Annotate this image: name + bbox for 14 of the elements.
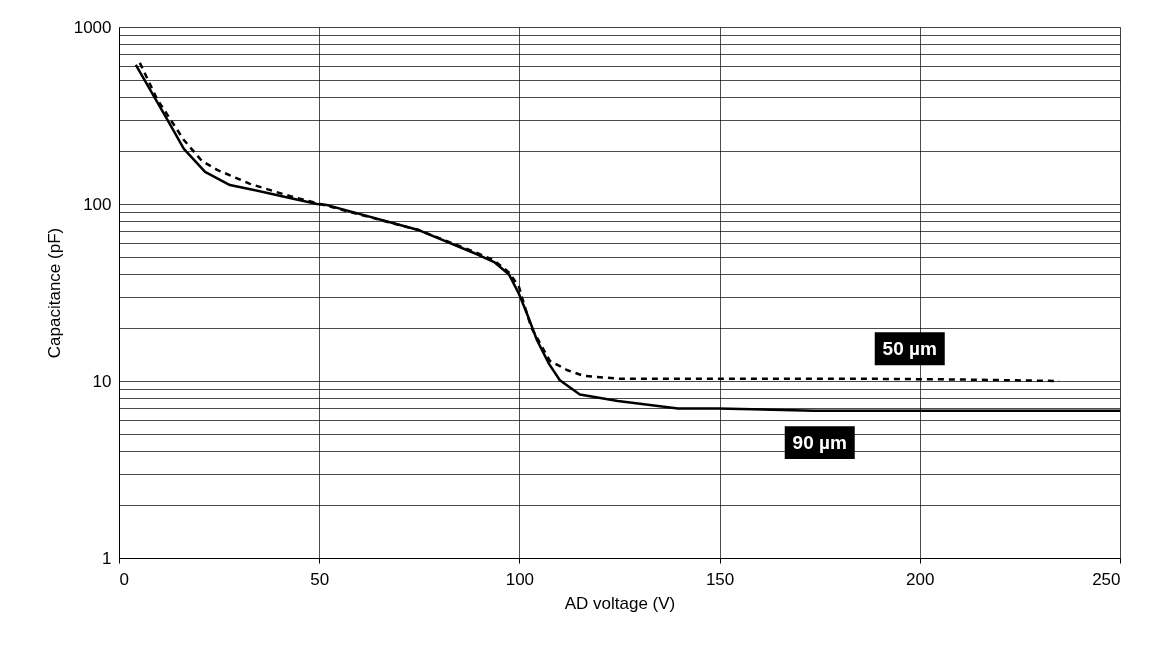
x-tick-label: 0 [119, 569, 129, 589]
y-tick-label: 10 [92, 371, 112, 391]
x-tick-label: 250 [1092, 569, 1121, 589]
x-axis-title: AD voltage (V) [564, 593, 676, 613]
y-tick-label: 1000 [73, 17, 112, 37]
x-tick-label: 100 [505, 569, 535, 589]
y-tick-label: 100 [83, 194, 112, 214]
y-axis-title: Capacitance (pF) [44, 227, 64, 359]
y-tick-label: 1 [102, 548, 112, 568]
x-tick-label: 50 [310, 569, 330, 589]
series-label: 50 µm [882, 337, 937, 359]
x-tick-label: 200 [906, 569, 935, 589]
series-label: 90 µm [792, 431, 847, 453]
x-tick-label: 150 [705, 569, 735, 589]
